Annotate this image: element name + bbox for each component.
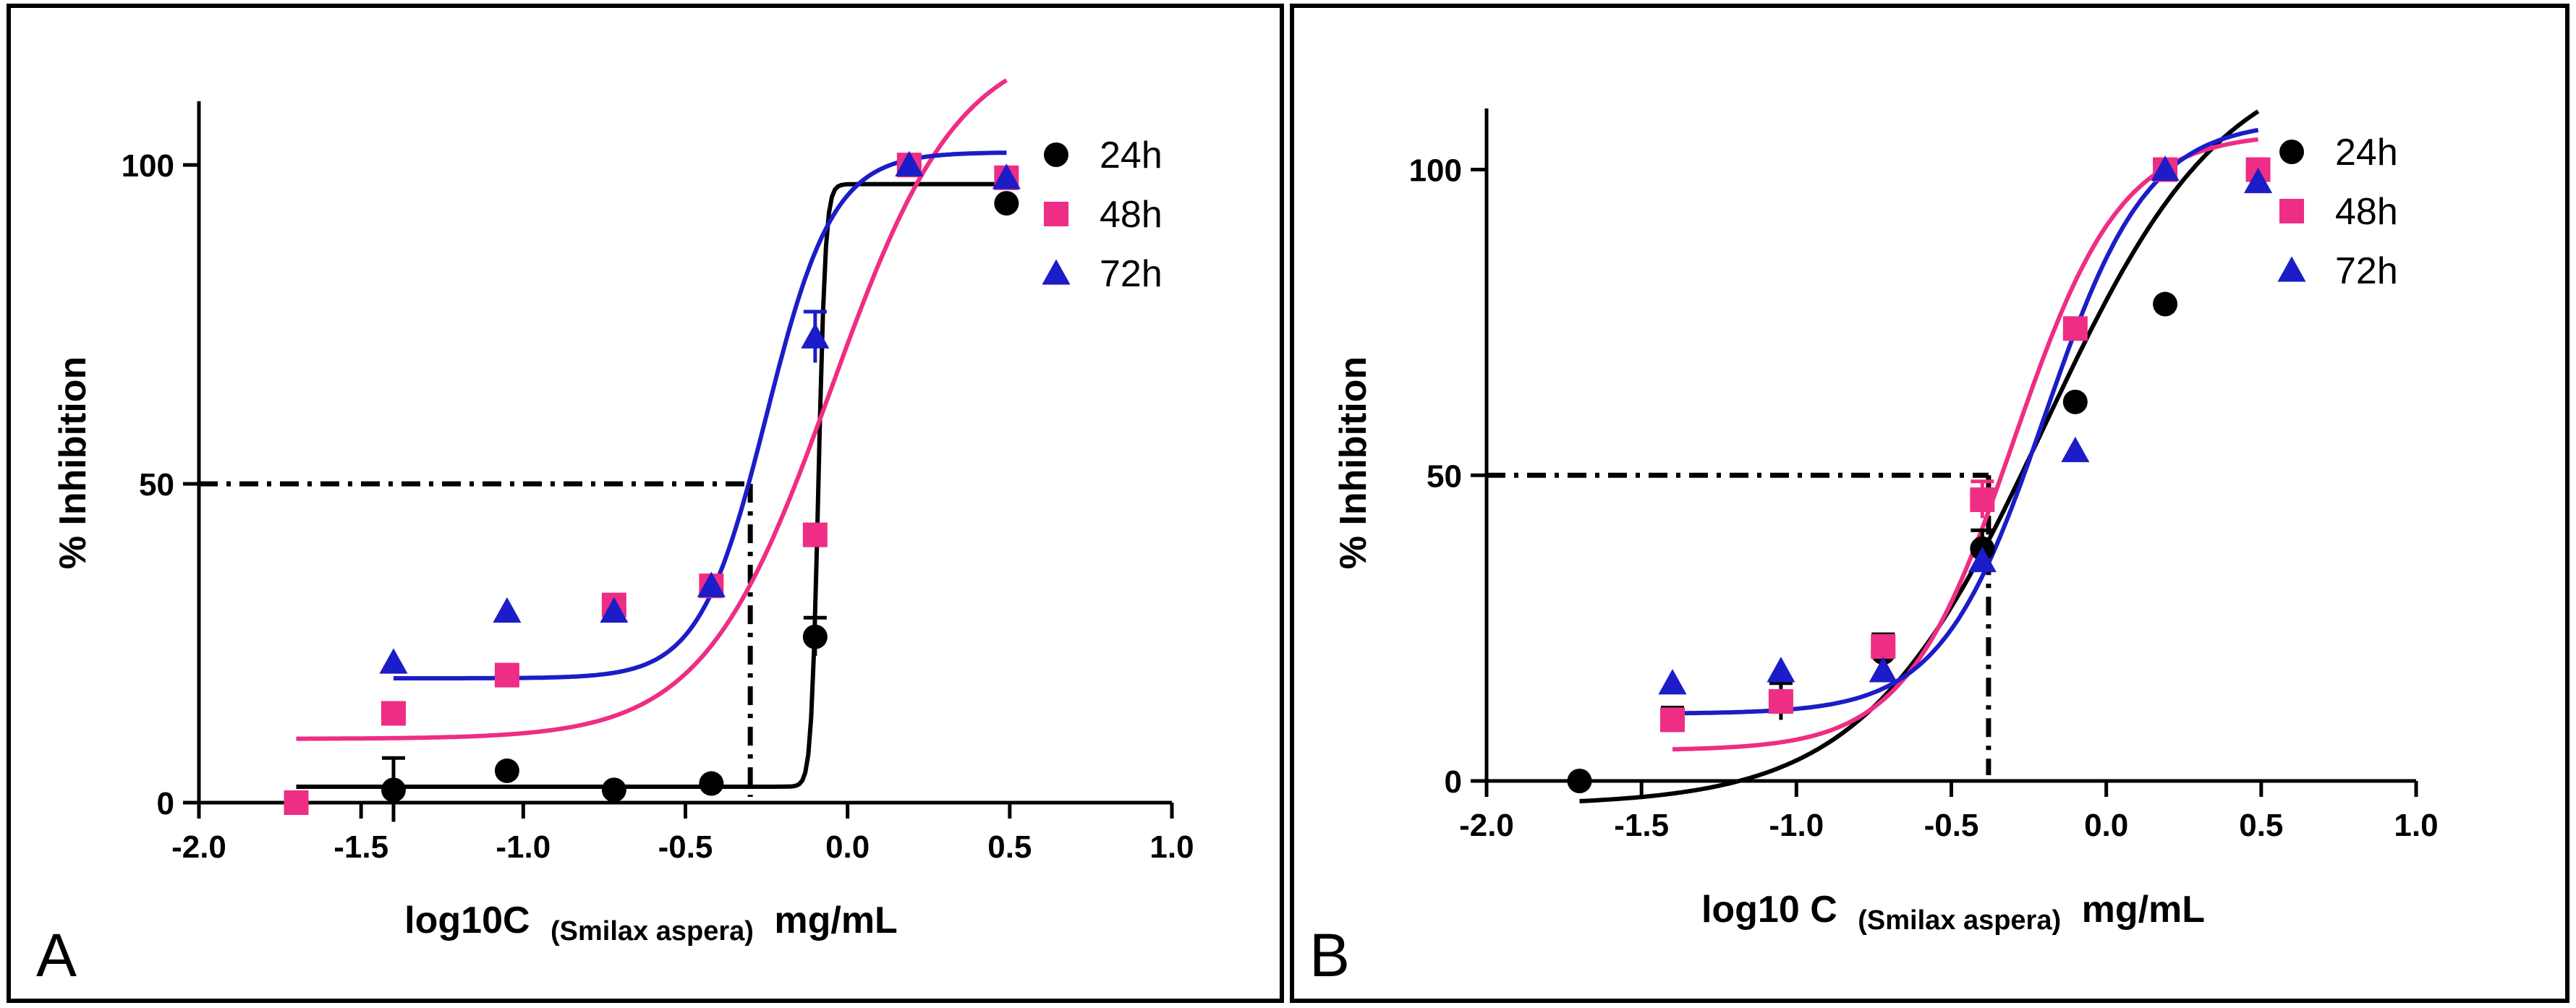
panel-b-y-axis-title: % Inhibition bbox=[1332, 356, 1374, 570]
panel-b-y-tick-label: 0 bbox=[1445, 764, 1462, 800]
panel-b: -2.0 -1.5 -1.0 -0.5 0.0 0.5 1.0 0 50 100 % Inhibi… bbox=[1290, 4, 2569, 1003]
panel-b-point-24h bbox=[1567, 769, 1592, 793]
panel-b-x-axis-title: log10 C (Smilax aspera) mg/mL bbox=[1701, 889, 2205, 938]
panel-b-x-tick-label: -1.5 bbox=[1614, 808, 1669, 843]
panel-b-legend-marker-72h bbox=[2277, 256, 2306, 282]
panel-b-x-tick-label: 0.5 bbox=[2239, 808, 2283, 843]
panel-b-point-48h bbox=[1660, 707, 1685, 732]
panel-b-x-tick-label: 0.0 bbox=[2084, 808, 2128, 843]
panel-b-point-48h bbox=[1768, 689, 1793, 714]
panel-b-legend-marker-48h bbox=[2279, 199, 2304, 223]
panel-a-point-48h bbox=[494, 662, 519, 688]
panel-a-legend-marker-48h bbox=[1044, 202, 1068, 226]
panel-a-fit-curve-48h bbox=[296, 78, 1008, 741]
panel-a-point-48h bbox=[802, 522, 828, 547]
panel-a-x-axis-title: log10C (Smilax aspera) mg/mL bbox=[404, 900, 898, 949]
panel-a-x-axis-title-prefix: log10C bbox=[404, 900, 530, 941]
panel-a-point-48h bbox=[381, 701, 406, 726]
panel-b-fit-curve-24h bbox=[1579, 109, 2260, 803]
panel-a-point-48h bbox=[284, 790, 309, 815]
panel-b-x-tick-label: -0.5 bbox=[1924, 808, 1979, 843]
panel-a-y-tick-label: 50 bbox=[139, 467, 174, 503]
panel-b-point-24h bbox=[2062, 389, 2088, 414]
panel-a-y-tick-label: 100 bbox=[122, 148, 174, 184]
panel-a-point-24h bbox=[994, 191, 1019, 216]
panel-a-point-24h bbox=[802, 624, 828, 649]
panel-b-y-tick-label: 100 bbox=[1409, 153, 1462, 189]
panel-a-point-72h bbox=[895, 150, 924, 176]
panel-a-frame bbox=[7, 4, 1284, 1003]
panel-b-frame bbox=[1290, 4, 2569, 1003]
panel-b-point-72h bbox=[2151, 155, 2180, 181]
panel-b-legend-label-24h: 24h bbox=[2335, 132, 2398, 174]
panel-a-legend-label-24h: 24h bbox=[1100, 134, 1162, 176]
panel-a-point-72h bbox=[801, 323, 830, 349]
panel-b-point-48h bbox=[1970, 487, 1995, 513]
panel-b-x-tick-label: 1.0 bbox=[2394, 808, 2438, 843]
panel-a-y-axis-title: % Inhibition bbox=[52, 356, 94, 570]
panel-b-x-tick-label: -1.0 bbox=[1769, 808, 1824, 843]
panel-a: -2.0 -1.5 -1.0 -0.5 0.0 0.5 1.0 0 50 100 % Inhibi… bbox=[7, 4, 1284, 1003]
panel-a-x-tick-label: -2.0 bbox=[171, 829, 226, 865]
panel-a-point-72h bbox=[493, 597, 522, 623]
panel-b-point-72h bbox=[2061, 436, 2090, 463]
panel-b-point-72h bbox=[1767, 657, 1795, 683]
panel-a-y-tick-label: 0 bbox=[157, 786, 174, 821]
panel-a-fit-curve-24h bbox=[296, 181, 1007, 789]
panel-b-x-axis-title-prefix: log10 C bbox=[1701, 889, 1837, 931]
panel-a-point-72h bbox=[379, 648, 408, 674]
panel-a-x-axis-title-sub: (Smilax aspera) bbox=[551, 916, 754, 947]
panel-a-label: A bbox=[36, 921, 77, 989]
panel-a-point-72h bbox=[600, 597, 629, 623]
panel-a-x-tick-label: 0.0 bbox=[825, 829, 870, 865]
panel-a-legend-label-72h: 72h bbox=[1100, 253, 1162, 295]
panel-b-point-72h bbox=[2244, 167, 2273, 194]
panel-b-label: B bbox=[1309, 921, 1350, 989]
panel-b-x-axis-title-suffix: mg/mL bbox=[2082, 889, 2205, 931]
panel-a-x-axis-title-suffix: mg/mL bbox=[774, 900, 897, 941]
panel-b-point-24h bbox=[2153, 291, 2178, 317]
panel-b-point-72h bbox=[1658, 669, 1687, 695]
panel-b-point-72h bbox=[1968, 547, 1997, 573]
panel-a-legend-marker-24h bbox=[1044, 142, 1068, 167]
panel-a-point-72h bbox=[992, 163, 1021, 189]
panel-b-legend-marker-24h bbox=[2279, 140, 2304, 164]
panel-b-point-72h bbox=[1869, 657, 1897, 683]
panel-a-x-tick-label: 0.5 bbox=[987, 829, 1032, 865]
panel-b-x-tick-label: -2.0 bbox=[1459, 808, 1514, 843]
panel-b-y-tick-label: 50 bbox=[1427, 458, 1462, 494]
panel-b-legend-label-48h: 48h bbox=[2335, 191, 2398, 233]
panel-a-legend-label-48h: 48h bbox=[1100, 194, 1162, 236]
panel-b-x-axis-title-sub: (Smilax aspera) bbox=[1858, 905, 2061, 936]
panel-b-legend-label-72h: 72h bbox=[2335, 250, 2398, 292]
panel-a-legend-marker-72h bbox=[1042, 259, 1071, 285]
panel-a-x-tick-label: 1.0 bbox=[1149, 829, 1194, 865]
panel-a-point-72h bbox=[697, 571, 726, 597]
panel-a-x-tick-label: -0.5 bbox=[658, 829, 713, 865]
panel-a-point-24h bbox=[381, 777, 406, 803]
panel-a-x-tick-label: -1.5 bbox=[333, 829, 388, 865]
panel-b-point-48h bbox=[1871, 634, 1896, 659]
panel-b-point-48h bbox=[2062, 316, 2088, 341]
panel-a-point-24h bbox=[494, 758, 519, 783]
panel-a-point-24h bbox=[699, 771, 724, 796]
panel-a-x-tick-label: -1.0 bbox=[496, 829, 551, 865]
panel-a-point-24h bbox=[601, 777, 626, 803]
